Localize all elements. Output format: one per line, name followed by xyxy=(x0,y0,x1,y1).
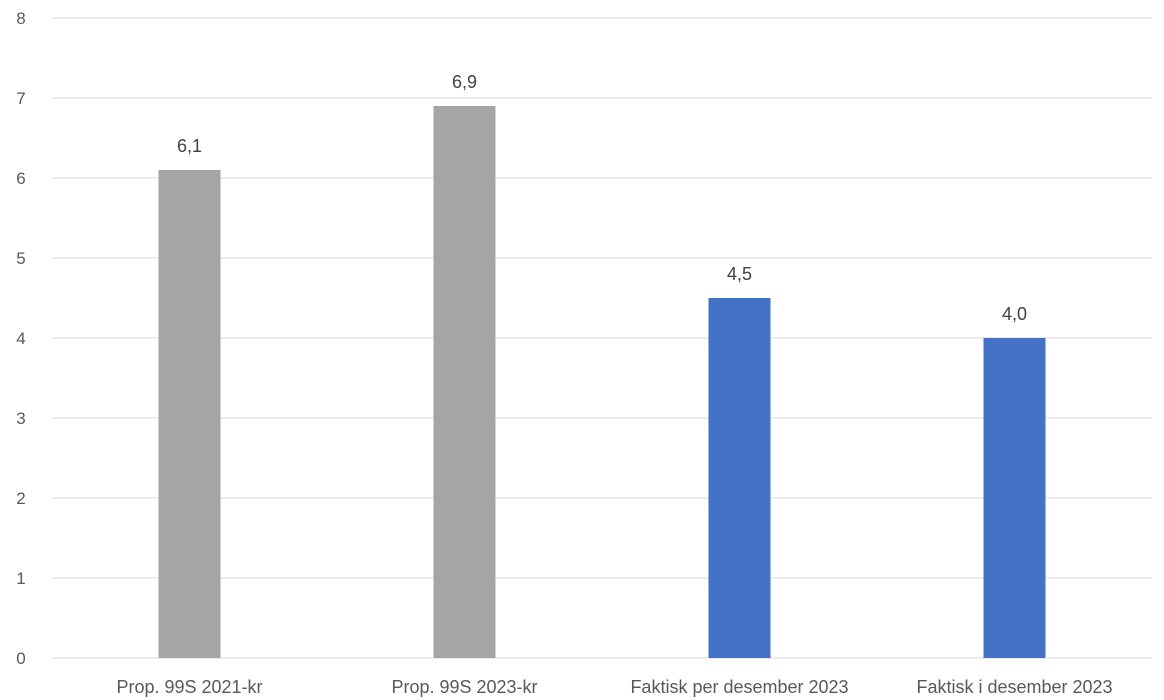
y-tick-label: 1 xyxy=(16,569,25,588)
y-tick-label: 5 xyxy=(16,249,25,268)
y-axis-tick-labels: 0 1 2 3 4 5 6 7 8 xyxy=(16,9,25,668)
data-label: 6,9 xyxy=(452,72,477,92)
bar xyxy=(708,298,771,658)
data-label: 4,0 xyxy=(1002,304,1027,324)
bar xyxy=(433,106,496,658)
x-category-label: Prop. 99S 2023-kr xyxy=(391,677,537,697)
x-category-label: Prop. 99S 2021-kr xyxy=(116,677,262,697)
gridlines xyxy=(52,17,1152,659)
y-tick-label: 7 xyxy=(16,89,25,108)
x-category-label: Faktisk per desember 2023 xyxy=(630,677,848,697)
data-label: 6,1 xyxy=(177,136,202,156)
data-label: 4,5 xyxy=(727,264,752,284)
y-tick-label: 8 xyxy=(16,9,25,28)
y-tick-label: 4 xyxy=(16,329,25,348)
data-labels: 6,1 6,9 4,5 4,0 xyxy=(177,72,1027,324)
x-category-label: Faktisk i desember 2023 xyxy=(916,677,1112,697)
y-tick-label: 3 xyxy=(16,409,25,428)
bar xyxy=(158,170,221,658)
x-axis-category-labels: Prop. 99S 2021-kr Prop. 99S 2023-kr Faktis… xyxy=(116,677,1112,697)
y-tick-label: 6 xyxy=(16,169,25,188)
bar xyxy=(983,338,1046,658)
bars xyxy=(158,106,1046,658)
y-tick-label: 0 xyxy=(16,649,25,668)
y-tick-label: 2 xyxy=(16,489,25,508)
